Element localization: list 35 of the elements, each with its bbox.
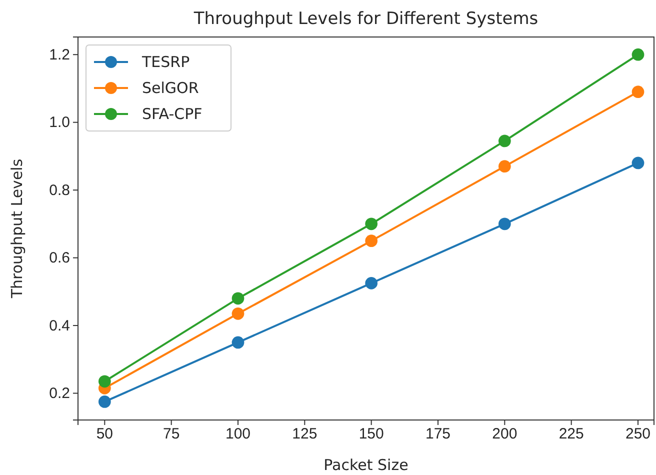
y-tick-label: 1.0 — [49, 114, 70, 132]
point — [98, 396, 111, 408]
x-tick-label: 75 — [162, 426, 180, 443]
point — [98, 375, 111, 388]
point — [498, 134, 511, 148]
x-tick-label: 175 — [425, 426, 451, 443]
x-tick-label: 150 — [358, 426, 384, 443]
y-tick-label: 0.6 — [49, 250, 70, 267]
point — [232, 336, 244, 349]
point — [232, 308, 244, 320]
x-tick-label: 200 — [492, 426, 518, 443]
y-tick-label: 0.2 — [49, 385, 70, 402]
x-tick-label: 250 — [625, 426, 651, 443]
point — [632, 86, 644, 98]
x-tick-label: 50 — [96, 426, 114, 443]
y-tick-label: 0.8 — [49, 182, 70, 199]
point — [365, 218, 378, 230]
x-tick-label: 125 — [292, 426, 318, 443]
x-tick-label: 225 — [558, 426, 584, 443]
point — [498, 218, 511, 230]
chart-title: Throughput Levels for Different Systems — [192, 9, 538, 29]
point — [232, 292, 244, 305]
point — [632, 156, 644, 170]
x-tick-label: 100 — [225, 426, 251, 443]
legend-label: TESRP — [141, 53, 190, 71]
y-axis-title: Throughput Levels — [8, 158, 26, 300]
x-axis-title: Packet Size — [324, 456, 408, 474]
legend-label: SelGOR — [142, 79, 199, 97]
point — [365, 277, 378, 290]
y-tick-label: 0.4 — [49, 317, 70, 334]
point — [632, 48, 644, 61]
point — [365, 234, 378, 248]
legend-label: SFA-CPF — [142, 105, 202, 123]
point — [498, 160, 511, 173]
y-tick-label: 1.2 — [49, 46, 70, 64]
